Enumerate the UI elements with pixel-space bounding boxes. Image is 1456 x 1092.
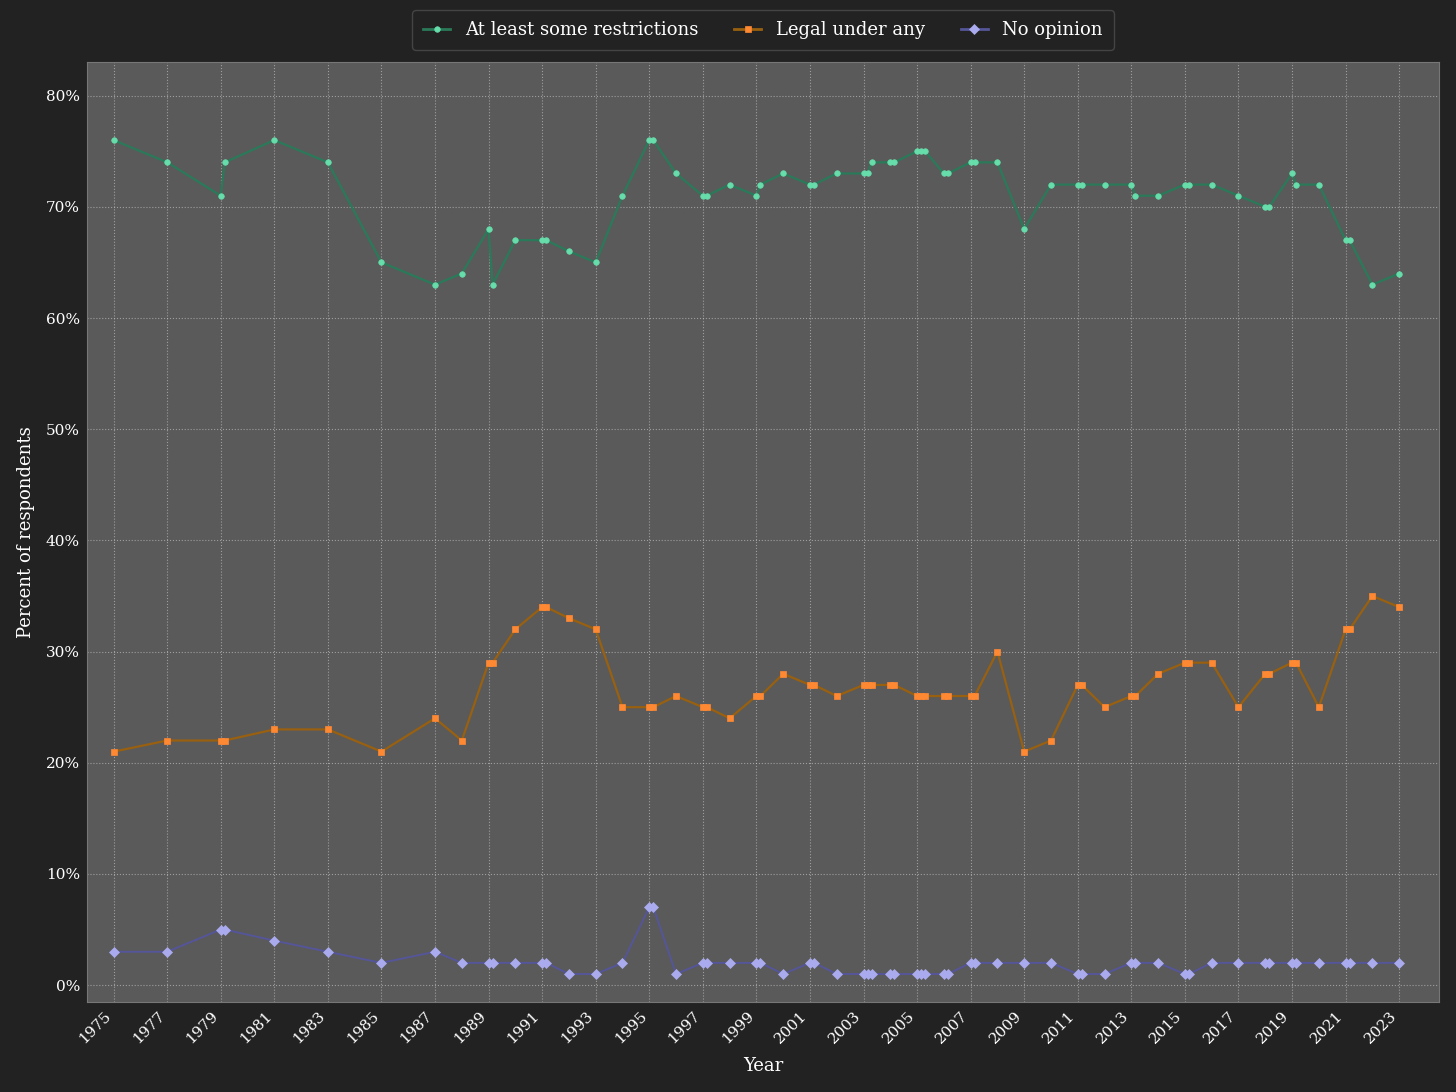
Legal under any [855,678,872,691]
Legend: At least some restrictions, Legal under any, No opinion: At least some restrictions, Legal under … [412,10,1114,50]
Line: Legal under any: Legal under any [111,593,1402,755]
No opinion [667,968,684,981]
Legal under any [1364,590,1382,603]
Legal under any [1390,601,1408,614]
X-axis label: Year: Year [743,1057,783,1076]
Legal under any [1042,734,1060,747]
At least some restrictions [1364,278,1382,292]
At least some restrictions [645,133,662,146]
No opinion [561,968,578,981]
At least some restrictions [695,189,712,202]
Line: No opinion: No opinion [111,904,1402,977]
Line: At least some restrictions: At least some restrictions [111,138,1402,287]
At least some restrictions [859,167,877,180]
At least some restrictions [1069,178,1086,191]
Legal under any [667,689,684,702]
No opinion [885,968,903,981]
At least some restrictions [427,278,444,292]
Legal under any [105,745,122,758]
No opinion [641,901,658,914]
No opinion [1073,968,1091,981]
No opinion [105,946,122,959]
At least some restrictions [1390,266,1408,280]
At least some restrictions [105,133,122,146]
Legal under any [641,701,658,714]
No opinion [1364,957,1382,970]
Legal under any [1341,622,1358,636]
At least some restrictions [881,156,898,169]
No opinion [1390,957,1408,970]
Legal under any [863,678,881,691]
No opinion [863,968,881,981]
No opinion [697,957,715,970]
Y-axis label: Percent of respondents: Percent of respondents [16,426,35,638]
